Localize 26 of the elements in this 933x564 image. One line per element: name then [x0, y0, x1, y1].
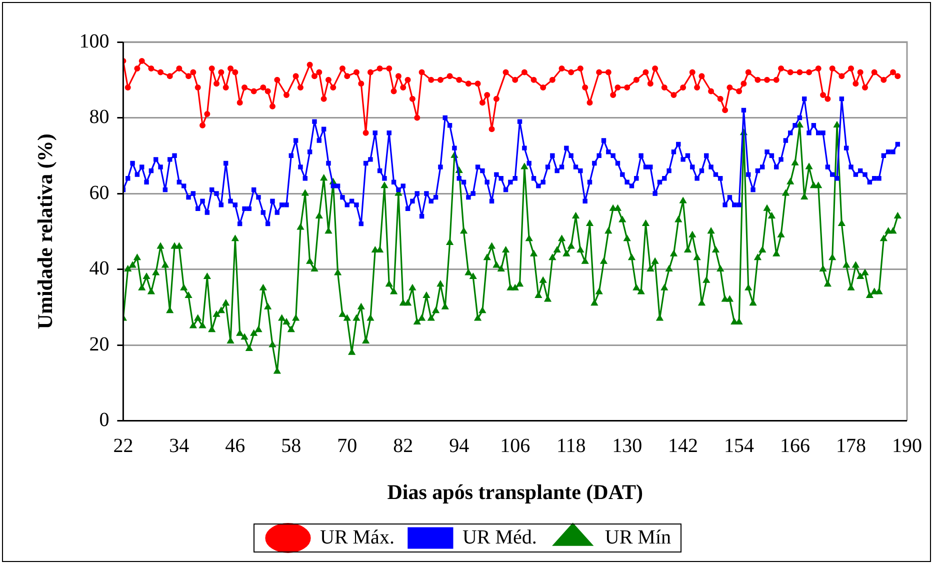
legend-label: UR Méd. [462, 526, 537, 548]
x-tick-label: 46 [225, 435, 246, 458]
y-tick-label: 80 [89, 106, 110, 128]
y-axis-title: Umidade relativa (%) [33, 134, 58, 330]
x-tick-label: 82 [393, 435, 414, 458]
x-tick-label: 154 [724, 435, 754, 458]
x-tick-label: 178 [836, 435, 866, 458]
x-axis-title: Dias após transplante (DAT) [387, 480, 643, 504]
y-tick-label: 20 [89, 333, 110, 356]
x-tick-label: 130 [612, 435, 642, 458]
x-tick-label: 190 [892, 435, 922, 458]
x-tick-label: 142 [668, 435, 698, 458]
y-tick-label: 40 [89, 258, 110, 280]
x-tick-label: 58 [281, 435, 302, 458]
x-tick-label: 94 [449, 435, 470, 458]
x-tick-label: 118 [556, 435, 586, 458]
legend-label: UR Mín [604, 526, 672, 548]
y-tick-label: 0 [99, 409, 110, 432]
x-tick-label: 34 [169, 435, 190, 458]
y-tick-label: 60 [89, 182, 110, 204]
x-tick-label: 22 [113, 435, 134, 458]
x-tick-label: 70 [337, 435, 358, 458]
x-tick-label: 166 [780, 435, 810, 458]
y-tick-label: 100 [79, 30, 110, 52]
legend-label: UR Máx. [320, 526, 394, 548]
x-tick-label: 106 [500, 435, 530, 458]
